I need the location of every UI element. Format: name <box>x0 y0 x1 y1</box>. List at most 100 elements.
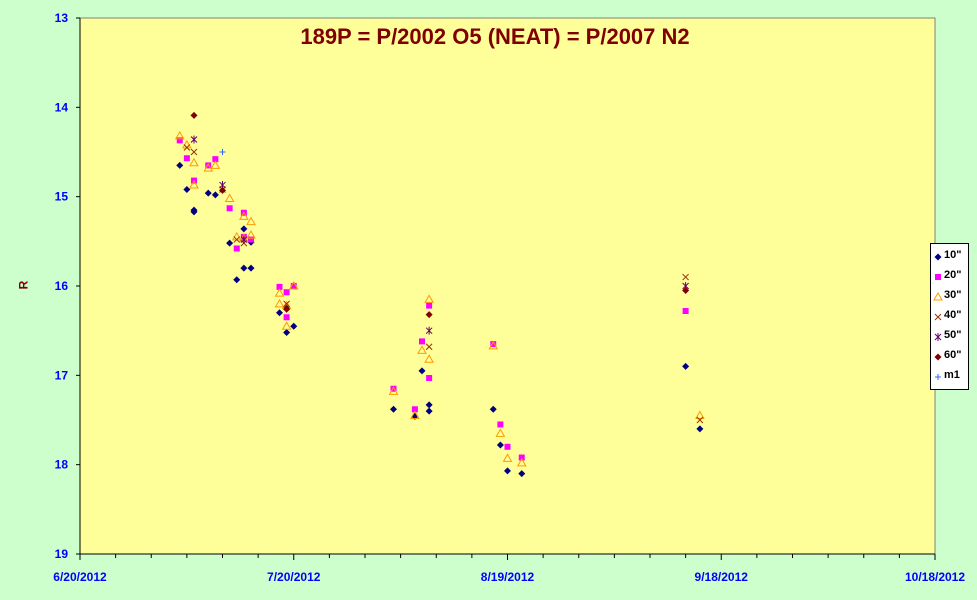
legend-item: 10" <box>933 248 969 268</box>
data-point-s2-p22 <box>488 340 499 350</box>
y-tick-label: 19 <box>55 547 69 561</box>
data-point-s5-p4 <box>682 286 690 294</box>
legend-marker-shape <box>935 274 941 280</box>
data-point-s2-p2 <box>189 157 199 167</box>
x-tick-label: 7/20/2012 <box>267 570 321 584</box>
x-tick-label: 8/19/2012 <box>481 570 535 584</box>
data-point-s1-p4 <box>212 156 219 163</box>
data-point-s5-p3 <box>425 311 433 319</box>
data-point-s1-p11 <box>283 289 290 296</box>
data-point-s3-p7 <box>682 273 689 281</box>
data-point-s5-p1 <box>219 186 226 194</box>
data-point-s1-p13 <box>290 283 297 289</box>
data-point-s0-p24 <box>518 470 526 478</box>
legend-item: 20" <box>933 268 969 288</box>
data-point-s3-p6 <box>425 343 433 351</box>
data-point-s2-p5 <box>210 160 221 169</box>
data-point-s1-p14 <box>390 385 397 392</box>
legend-item: m1 <box>933 368 969 388</box>
data-point-s1-p9 <box>248 236 254 243</box>
data-point-s1-p10 <box>276 283 283 290</box>
data-point-s0-p1 <box>183 186 191 194</box>
legend-marker-shape <box>935 374 941 380</box>
data-point-s3-p3 <box>233 236 241 243</box>
legend-label: 50" <box>944 329 962 341</box>
data-point-s2-p18 <box>410 410 420 420</box>
data-point-s2-p17 <box>388 386 399 395</box>
data-point-s2-p0 <box>174 130 185 140</box>
data-point-s2-p23 <box>495 428 506 437</box>
legend-item: 60" <box>933 348 969 368</box>
data-point-s2-p8 <box>239 211 249 220</box>
data-point-s0-p5 <box>211 191 219 199</box>
data-point-s2-p11 <box>246 230 256 239</box>
data-point-s6-p0 <box>219 149 226 155</box>
legend-label: 60" <box>944 349 962 361</box>
legend-marker <box>933 292 943 301</box>
data-point-s1-p19 <box>490 341 497 348</box>
data-point-s0-p7 <box>233 276 241 284</box>
data-point-s2-p16 <box>288 280 299 290</box>
plot-area <box>79 17 936 555</box>
data-point-s5-p2 <box>283 305 291 313</box>
data-point-s0-p10 <box>247 264 255 272</box>
legend-label: m1 <box>944 369 960 381</box>
data-point-s1-p16 <box>419 338 425 345</box>
data-point-s2-p20 <box>424 294 434 303</box>
data-point-s3-p5 <box>283 300 290 308</box>
legend-label: 20" <box>944 269 962 281</box>
x-tick-label: 9/18/2012 <box>695 570 749 584</box>
data-point-s0-p3 <box>190 208 198 216</box>
data-points <box>174 111 705 478</box>
data-point-s1-p18 <box>426 302 433 309</box>
data-point-s0-p15 <box>290 322 298 330</box>
legend-marker <box>935 274 941 280</box>
data-point-s1-p20 <box>497 421 504 428</box>
x-tick-label: 10/18/2012 <box>905 570 965 584</box>
data-point-s2-p21 <box>424 354 434 363</box>
data-point-s0-p21 <box>489 405 497 413</box>
data-point-s2-p24 <box>502 453 513 462</box>
data-point-s0-p19 <box>425 401 433 409</box>
legend-item: 50" <box>933 328 969 348</box>
data-point-s1-p0 <box>176 137 183 144</box>
data-point-s0-p20 <box>425 407 433 415</box>
data-point-s0-p18 <box>418 367 426 375</box>
data-point-s0-p8 <box>240 225 248 233</box>
y-tick-label: 13 <box>55 11 69 25</box>
data-point-s2-p25 <box>516 457 527 467</box>
data-point-s4-p2 <box>240 235 248 244</box>
data-point-s2-p26 <box>695 410 705 420</box>
y-tick-label: 15 <box>55 190 69 204</box>
data-point-s3-p1 <box>190 148 198 156</box>
legend-label: 10" <box>944 249 962 261</box>
data-point-s0-p9 <box>240 264 248 272</box>
data-point-s2-p19 <box>417 345 427 354</box>
data-point-s1-p5 <box>226 205 233 212</box>
data-point-s2-p12 <box>274 288 285 297</box>
y-tick-label: 14 <box>55 100 69 114</box>
legend-item: 30" <box>933 288 969 308</box>
data-point-s1-p12 <box>283 314 290 321</box>
data-point-s2-p13 <box>274 298 285 308</box>
data-point-s1-p17 <box>426 375 433 382</box>
legend-marker-shape <box>934 253 942 261</box>
data-point-s0-p23 <box>504 467 511 475</box>
data-point-s4-p0 <box>190 135 198 144</box>
data-point-s2-p10 <box>246 216 256 226</box>
data-point-s5-p0 <box>190 111 198 119</box>
data-point-s0-p0 <box>176 161 184 169</box>
data-point-s0-p12 <box>276 309 283 317</box>
data-point-s0-p26 <box>696 425 704 433</box>
legend-label: 30" <box>944 289 962 301</box>
legend-label: 40" <box>944 309 962 321</box>
data-point-s4-p3 <box>425 326 433 335</box>
data-point-s0-p4 <box>204 189 212 197</box>
data-point-s1-p22 <box>518 454 525 461</box>
legend-marker <box>934 313 942 321</box>
legend-item: 40" <box>933 308 969 328</box>
legend-marker-shape <box>934 333 942 341</box>
legend-marker <box>934 333 942 341</box>
legend-marker <box>934 353 942 361</box>
